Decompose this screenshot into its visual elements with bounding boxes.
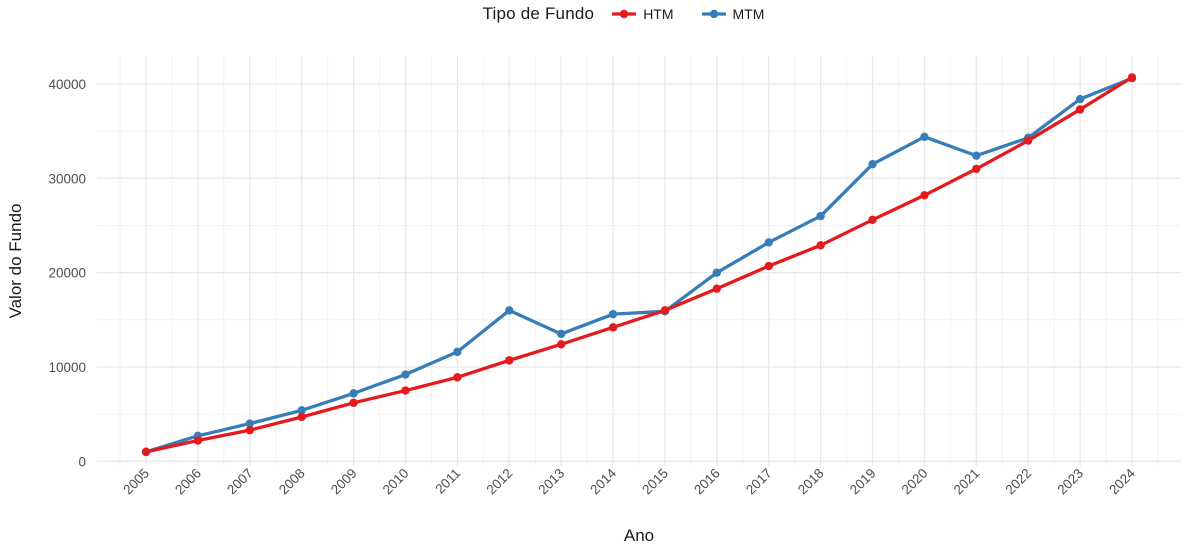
data-point-htm xyxy=(349,398,358,408)
x-tick-label: 2024 xyxy=(1106,465,1138,497)
data-point-htm xyxy=(608,323,618,332)
data-point-htm xyxy=(401,386,410,395)
x-tick-label: 2006 xyxy=(172,466,204,498)
data-point-htm xyxy=(1075,105,1085,114)
y-tick-label: 20000 xyxy=(48,266,86,281)
data-point-htm xyxy=(505,356,514,365)
x-tick-label: 2023 xyxy=(1054,466,1086,498)
data-point-mtm xyxy=(245,419,254,428)
series-line-mtm xyxy=(144,76,1134,454)
data-point-mtm xyxy=(453,347,462,357)
data-point-mtm xyxy=(712,268,722,277)
x-tick-label: 2013 xyxy=(535,466,567,498)
x-tick-label: 2015 xyxy=(639,466,671,498)
x-tick-label: 2008 xyxy=(276,466,308,498)
series-line-htm xyxy=(144,75,1134,454)
data-point-htm xyxy=(1024,136,1033,145)
data-point-htm xyxy=(920,191,929,200)
data-point-htm xyxy=(868,215,877,225)
x-tick-label: 2018 xyxy=(795,466,827,498)
x-tick-label: 2011 xyxy=(432,466,463,497)
data-point-htm xyxy=(764,261,773,271)
data-point-htm xyxy=(453,373,462,382)
data-point-mtm xyxy=(556,329,566,339)
y-tick-label: 10000 xyxy=(48,360,86,375)
x-tick-label: 2012 xyxy=(484,466,516,498)
x-tick-label: 2007 xyxy=(224,466,256,498)
x-tick-label: 2005 xyxy=(120,466,152,498)
data-point-htm xyxy=(245,425,254,435)
data-point-mtm xyxy=(816,211,825,221)
data-point-mtm xyxy=(972,151,981,160)
data-point-htm xyxy=(972,164,981,174)
x-tick-label: 2021 xyxy=(951,466,983,498)
data-point-mtm xyxy=(349,389,358,398)
data-point-mtm xyxy=(608,309,618,319)
data-point-htm xyxy=(660,306,670,315)
x-tick-label: 2017 xyxy=(743,466,775,498)
x-tick-label: 2016 xyxy=(691,466,723,498)
y-tick-label: 0 xyxy=(78,454,86,469)
data-point-mtm xyxy=(920,132,929,142)
data-point-htm xyxy=(193,436,203,445)
data-point-mtm xyxy=(1075,94,1085,104)
x-axis-title: Ano xyxy=(624,526,654,545)
data-point-mtm xyxy=(297,406,306,415)
x-tick-label: 2010 xyxy=(380,466,412,498)
x-tick-label: 2019 xyxy=(847,466,879,498)
data-point-htm xyxy=(556,340,566,349)
data-point-htm xyxy=(1127,73,1137,82)
data-point-htm xyxy=(141,447,151,457)
x-tick-label: 2022 xyxy=(1002,466,1034,498)
x-tick-label: 2014 xyxy=(587,465,619,497)
data-point-htm xyxy=(712,284,722,293)
data-point-mtm xyxy=(505,306,514,315)
y-tick-label: 40000 xyxy=(48,77,86,92)
data-point-mtm xyxy=(401,370,410,379)
x-tick-label: 2020 xyxy=(899,466,931,498)
y-tick-label: 30000 xyxy=(48,171,86,186)
data-point-htm xyxy=(297,412,306,422)
data-point-mtm xyxy=(764,238,773,247)
data-point-mtm xyxy=(868,159,877,169)
y-axis-title: Valor do Fundo xyxy=(6,204,25,319)
data-point-htm xyxy=(816,241,825,250)
x-tick-label: 2009 xyxy=(328,466,360,498)
